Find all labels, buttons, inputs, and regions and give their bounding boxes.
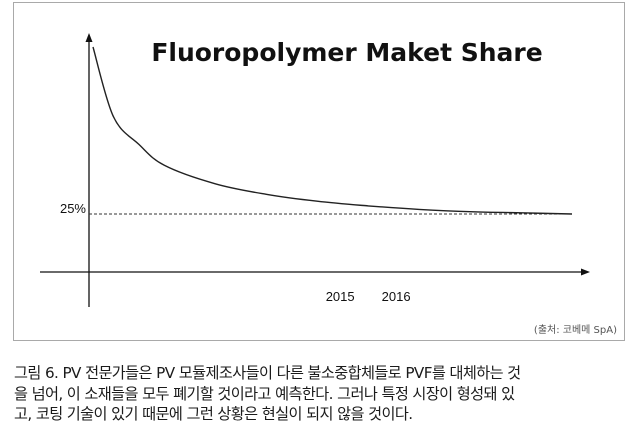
caption-line: 을 넘어, 이 소재들을 모두 폐기할 것이라고 예측한다. 그러나 특정 시장… bbox=[14, 384, 515, 403]
x-axis-arrow bbox=[581, 268, 590, 276]
caption-line: 고, 코팅 기술이 있기 때문에 그런 상황은 현실이 되지 않을 것이다. bbox=[14, 405, 413, 423]
y-axis-arrow bbox=[85, 33, 93, 42]
source-credit: (출처: 코베메 SpA) bbox=[534, 324, 617, 336]
chart-title: Fluoropolymer Maket Share bbox=[151, 38, 542, 67]
reference-line-label: 25% bbox=[60, 201, 86, 216]
x-tick-label-2015: 2015 bbox=[326, 289, 355, 304]
series-line-market-share bbox=[92, 46, 573, 215]
x-tick-label-2016: 2016 bbox=[382, 289, 411, 304]
figure-caption: 그림 6. PV 전문가들은 PV 모듈제조사들이 다른 불소중합체들로 PVF… bbox=[14, 363, 626, 425]
figure-frame bbox=[13, 2, 625, 341]
chart: Fluoropolymer Maket Share 25% 2015 2016 … bbox=[40, 33, 617, 336]
caption-line: 그림 6. PV 전문가들은 PV 모듈제조사들이 다른 불소중합체들로 PVF… bbox=[14, 364, 521, 382]
